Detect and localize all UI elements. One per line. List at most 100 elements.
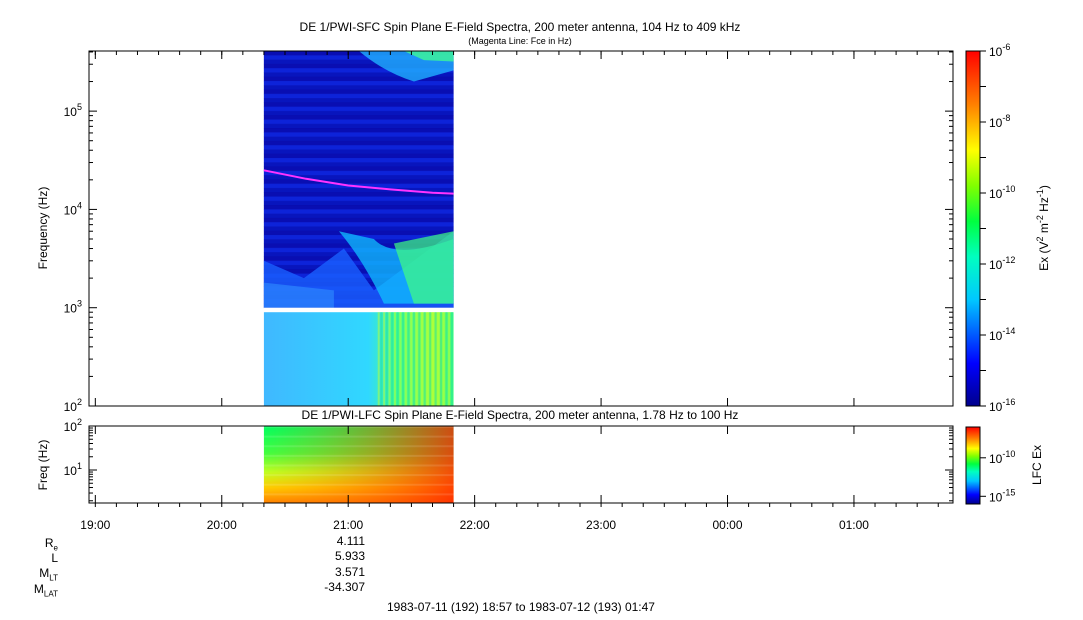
eph-label-mlt: MLT bbox=[39, 566, 58, 583]
sfc-stripe bbox=[263, 106, 454, 112]
sfc-stripe bbox=[263, 222, 454, 227]
sfc-vertical-streak bbox=[415, 312, 418, 406]
eph-label-re: Re bbox=[44, 536, 58, 553]
fce-line bbox=[263, 169, 454, 195]
sfc-stripe bbox=[263, 85, 454, 91]
sfc-cbar-tick-label: 10-6 bbox=[989, 42, 1010, 59]
sfc-vertical-streak bbox=[402, 312, 405, 406]
sfc-cbar-tick-label: 10-12 bbox=[989, 255, 1015, 272]
eph-value-l: 5.933 bbox=[334, 549, 365, 563]
sfc-stripe bbox=[263, 166, 454, 172]
sfc-stripe bbox=[263, 213, 454, 219]
sfc-top-green bbox=[403, 51, 454, 62]
sfc-vertical-streak bbox=[434, 312, 437, 406]
xtick-label: 21:00 bbox=[333, 518, 363, 532]
lfc-cbar-tick-label: 10-10 bbox=[989, 449, 1015, 466]
lfc-ytick-label: 101 bbox=[64, 461, 82, 478]
xtick-label: 19:00 bbox=[80, 518, 110, 532]
sfc-y-axis-label: Frequency (Hz) bbox=[36, 187, 50, 270]
lfc-chart-title: DE 1/PWI-LFC Spin Plane E-Field Spectra,… bbox=[302, 408, 739, 422]
sfc-vertical-streak bbox=[404, 312, 407, 406]
lfc-stripe bbox=[263, 454, 454, 457]
eph-value-mlat: -34.307 bbox=[324, 580, 365, 594]
sfc-vertical-streak bbox=[388, 312, 391, 406]
lfc-colorbar bbox=[965, 426, 981, 505]
lfc-plot-frame bbox=[88, 425, 954, 504]
sfc-stripe bbox=[263, 115, 454, 120]
sfc-stripe bbox=[263, 145, 454, 150]
eph-label-mlat: MLAT bbox=[33, 582, 58, 599]
lfc-ytick-label: 102 bbox=[64, 417, 82, 434]
sfc-stripe bbox=[263, 55, 454, 61]
xtick-label: 01:00 bbox=[839, 518, 869, 532]
sfc-chart-subtitle: (Magenta Line: Fce in Hz) bbox=[468, 36, 572, 46]
sfc-stripe bbox=[263, 230, 454, 236]
sfc-stripe bbox=[263, 153, 454, 159]
sfc-stripe bbox=[263, 256, 454, 262]
sfc-vertical-streak bbox=[421, 312, 424, 406]
sfc-cbar-tick-label: 10-10 bbox=[989, 184, 1015, 201]
sfc-vertical-streak bbox=[431, 312, 434, 406]
sfc-stripe bbox=[263, 110, 454, 116]
lfc-stripe bbox=[263, 474, 454, 477]
sfc-spectrogram bbox=[263, 51, 454, 406]
sfc-stripe bbox=[263, 149, 454, 155]
sfc-stripe bbox=[263, 209, 454, 215]
lfc-colorbar-label: LFC Ex bbox=[1030, 445, 1044, 485]
sfc-vertical-streak bbox=[385, 312, 388, 406]
sfc-stripe bbox=[263, 128, 454, 133]
lfc-stripe bbox=[263, 426, 454, 428]
lfc-stripe bbox=[263, 464, 454, 467]
xtick-label: 22:00 bbox=[460, 518, 490, 532]
lfc-spectrogram bbox=[263, 426, 454, 503]
xtick-label: 20:00 bbox=[207, 518, 237, 532]
sfc-vertical-streak bbox=[412, 312, 415, 406]
sfc-stripe bbox=[263, 170, 454, 176]
lfc-stripe bbox=[263, 493, 454, 496]
sfc-stripe bbox=[263, 217, 454, 223]
sfc-stripe bbox=[263, 132, 454, 138]
sfc-data-gap bbox=[263, 307, 454, 313]
sfc-stripe bbox=[263, 192, 454, 197]
sfc-stripe bbox=[263, 162, 454, 168]
sfc-y-axis: 102 103 104 105 bbox=[64, 51, 953, 414]
sfc-vertical-streak bbox=[396, 312, 399, 406]
sfc-vertical-streak bbox=[410, 312, 413, 406]
sfc-stripe bbox=[263, 89, 454, 95]
sfc-stripe bbox=[263, 200, 454, 206]
lfc-y-axis-label: Freq (Hz) bbox=[36, 440, 50, 491]
sfc-vertical-streak bbox=[391, 312, 394, 406]
eph-value-re: 4.111 bbox=[336, 534, 365, 548]
sfc-stripe bbox=[263, 93, 454, 99]
sfc-vertical-streak bbox=[448, 312, 451, 406]
xtick-label: 23:00 bbox=[586, 518, 616, 532]
sfc-vertical-streak bbox=[429, 312, 432, 406]
sfc-stripe bbox=[263, 264, 454, 270]
lfc-hot-region bbox=[263, 426, 454, 503]
sfc-vertical-streak bbox=[426, 312, 429, 406]
sfc-stripe bbox=[263, 59, 454, 65]
sfc-vertical-streak bbox=[418, 312, 421, 406]
sfc-plot-frame bbox=[88, 50, 954, 407]
sfc-cbar-tick-label: 10-8 bbox=[989, 113, 1010, 130]
sfc-cbar-tick-label: 10-16 bbox=[989, 397, 1015, 414]
sfc-stripe bbox=[263, 140, 454, 146]
sfc-stripe bbox=[263, 226, 454, 232]
sfc-vertical-streak bbox=[442, 312, 445, 406]
sfc-stripe bbox=[263, 68, 454, 73]
sfc-stripe bbox=[263, 187, 454, 193]
sfc-vertical-streak bbox=[380, 312, 383, 406]
sfc-stripe bbox=[263, 260, 454, 266]
time-axis: 19:00 20:00 21:00 22:00 23:00 00:00 01:00 bbox=[80, 51, 939, 532]
sfc-stripe bbox=[263, 157, 454, 163]
lfc-stripe bbox=[263, 445, 454, 448]
sfc-ytick-label: 102 bbox=[64, 397, 82, 414]
sfc-vertical-streak bbox=[437, 312, 440, 406]
sfc-stripe bbox=[263, 119, 454, 125]
sfc-stripe bbox=[263, 80, 454, 86]
xtick-label: 00:00 bbox=[713, 518, 743, 532]
time-range-label: 1983-07-11 (192) 18:57 to 1983-07-12 (19… bbox=[387, 600, 655, 614]
sfc-chart-title: DE 1/PWI-SFC Spin Plane E-Field Spectra,… bbox=[300, 20, 741, 34]
sfc-colorbar-label: Ex (V2 m-2 Hz-1) bbox=[1035, 185, 1051, 271]
sfc-green-emission bbox=[393, 231, 454, 304]
